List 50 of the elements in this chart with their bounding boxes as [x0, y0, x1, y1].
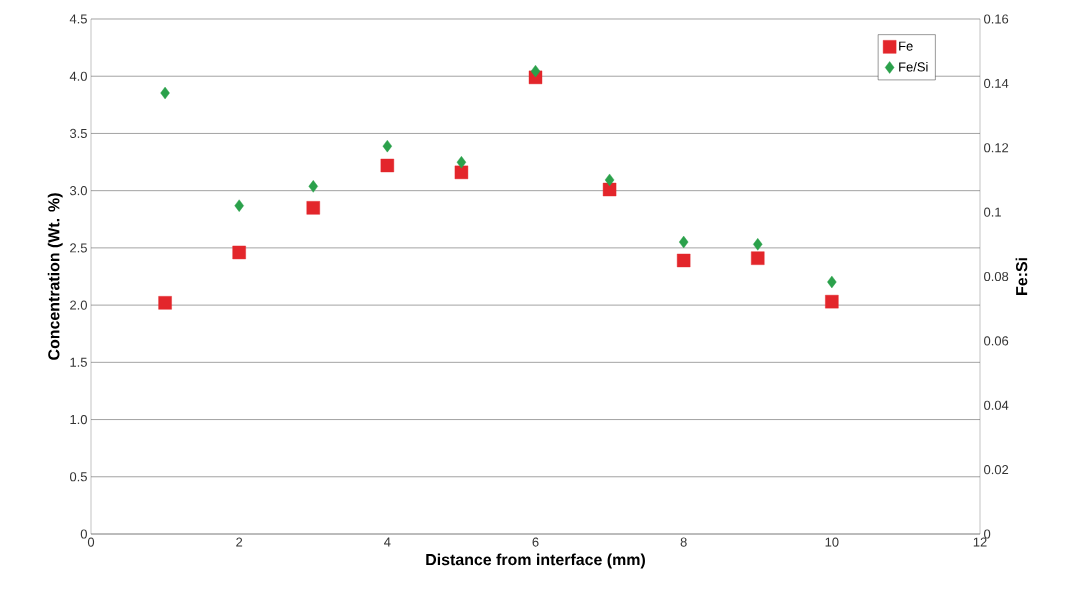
y-tick-label: 0.5 [69, 472, 87, 482]
y2-tick-label: 0.12 [984, 143, 1009, 153]
y2-tick-label: 0.16 [984, 14, 1009, 24]
x-tick-label: 0 [87, 537, 95, 547]
point [678, 235, 689, 249]
y2-tick-label: 0.04 [984, 400, 1009, 410]
point [232, 245, 246, 260]
point [751, 251, 765, 265]
x-tick-label: 8 [680, 537, 687, 547]
point [158, 296, 172, 310]
point [380, 158, 395, 173]
point [602, 182, 617, 197]
x-tick-label: 12 [973, 537, 987, 547]
point [454, 165, 469, 180]
x-axis-title: Distance from interface (mm) [426, 553, 645, 569]
y2-axis-title: Fe:Si [1015, 258, 1028, 295]
x-tick-label: 4 [384, 537, 391, 547]
y-tick-label: 2.5 [70, 243, 87, 253]
point [827, 275, 837, 289]
point [308, 180, 318, 193]
point [456, 156, 467, 169]
x-tick-label: 2 [236, 537, 243, 547]
point [530, 64, 541, 78]
point [753, 238, 763, 251]
y2-tick-label: 0.1 [984, 207, 1001, 217]
y2-tick-label: 0.02 [984, 465, 1009, 475]
point [234, 199, 244, 212]
point [160, 86, 170, 100]
point [604, 173, 615, 187]
point [382, 139, 393, 153]
y-tick-label: 3.5 [69, 128, 87, 139]
y-tick-label: 3.0 [69, 186, 87, 196]
legend-label: Fe/Si [899, 62, 928, 72]
point [825, 294, 839, 309]
y2-tick-label: 0.06 [984, 336, 1009, 346]
y2-tick-label: 0.14 [984, 78, 1009, 88]
y-tick-label: 4.5 [69, 14, 87, 24]
x-tick-label: 6 [532, 537, 539, 547]
x-tick-label: 10 [825, 537, 839, 547]
y-tick-label: 0 [80, 529, 87, 539]
y-tick-label: 1.0 [70, 414, 87, 425]
point [676, 253, 691, 268]
y-tick-label: 1.5 [70, 357, 87, 367]
y-axis-title: Concentration (Wt. %) [47, 193, 63, 360]
y2-tick-label: 0.08 [984, 271, 1009, 282]
y2-tick-label: 0 [984, 529, 991, 539]
legend-label: Fe [899, 41, 913, 51]
point [306, 201, 320, 215]
y-tick-label: 2.0 [70, 300, 87, 310]
y-tick-label: 4.0 [69, 71, 87, 81]
